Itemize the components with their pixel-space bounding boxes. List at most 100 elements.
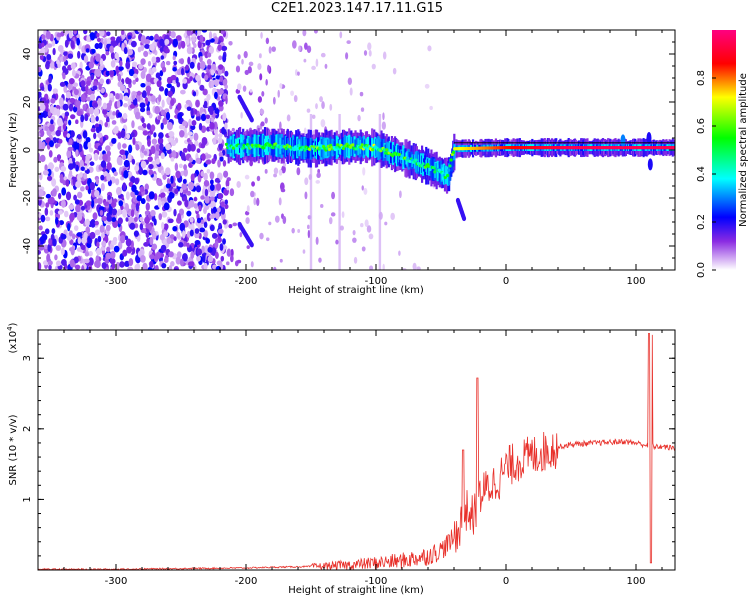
noise-speckle [139, 186, 145, 193]
noise-speckle [59, 81, 66, 87]
noise-speckle [307, 229, 311, 239]
noise-speckle [306, 45, 312, 53]
noise-speckle [200, 153, 206, 161]
noise-speckle [88, 250, 93, 257]
noise-speckle [187, 131, 193, 136]
noise-speckle [231, 127, 235, 132]
noise-speckle [130, 191, 135, 198]
noise-speckle [77, 134, 82, 140]
noise-speckle [199, 34, 204, 43]
noise-speckle [329, 103, 333, 111]
noise-speckle [131, 120, 135, 129]
noise-speckle [205, 39, 211, 46]
noise-speckle [149, 254, 155, 260]
noise-speckle [311, 65, 316, 71]
noise-speckle [218, 64, 224, 70]
noise-speckle [93, 107, 100, 117]
noise-speckle [200, 195, 205, 200]
noise-speckle [180, 58, 185, 65]
noise-speckle [140, 107, 146, 113]
noise-speckle [106, 31, 111, 37]
noise-speckle [76, 232, 83, 237]
noise-speckle [117, 142, 122, 150]
noise-speckle [204, 195, 210, 204]
y-tick-label: 20 [22, 96, 33, 109]
track-core [428, 167, 432, 172]
noise-speckle [185, 99, 192, 105]
noise-speckle [132, 137, 136, 146]
noise-speckle [38, 140, 43, 149]
noise-speckle [106, 162, 112, 171]
noise-speckle [136, 94, 141, 102]
noise-speckle [279, 83, 283, 89]
noise-speckle [313, 30, 318, 34]
noise-speckle [110, 250, 116, 259]
noise-speckle [353, 256, 358, 264]
noise-speckle [97, 235, 102, 243]
noise-speckle [144, 216, 150, 224]
noise-speckle [186, 210, 192, 217]
noise-speckle [318, 257, 322, 263]
noise-speckle [153, 132, 157, 138]
noise-speckle [88, 147, 94, 153]
noise-speckle [218, 100, 224, 107]
noise-speckle [189, 229, 194, 237]
noise-speckle [320, 52, 326, 58]
noise-speckle [217, 88, 224, 95]
noise-speckle [195, 185, 202, 193]
noise-speckle [130, 209, 135, 218]
noise-speckle [127, 171, 133, 178]
noise-speckle [113, 245, 120, 253]
noise-speckle [272, 96, 276, 105]
noise-speckle [102, 108, 108, 115]
noise-speckle [189, 76, 193, 82]
noise-speckle [304, 191, 308, 200]
noise-speckle [44, 207, 49, 216]
noise-speckle [48, 75, 52, 84]
noise-speckle [56, 59, 60, 65]
noise-speckle [123, 47, 128, 55]
noise-speckle [166, 83, 172, 89]
noise-speckle [106, 150, 112, 157]
noise-speckle [185, 64, 190, 71]
page-title: C2E1.2023.147.17.11.G15 [270, 1, 444, 16]
noise-speckle [160, 55, 165, 60]
noise-speckle [80, 166, 85, 172]
noise-speckle [54, 166, 60, 172]
noise-speckle [371, 63, 376, 70]
noise-speckle [80, 244, 86, 251]
noise-speckle [199, 56, 203, 63]
noise-speckle [246, 205, 250, 213]
noise-speckle [63, 210, 69, 218]
noise-speckle [44, 228, 50, 235]
noise-speckle [219, 243, 224, 251]
noise-speckle [205, 154, 212, 159]
noise-speckle [226, 248, 232, 257]
noise-speckle [208, 46, 215, 55]
noise-speckle [189, 61, 195, 69]
track-core [399, 156, 403, 161]
noise-speckle [168, 191, 175, 199]
noise-speckle [201, 245, 205, 254]
noise-speckle [182, 178, 187, 184]
track-core [371, 147, 375, 152]
noise-speckle [60, 247, 65, 256]
noise-speckle [214, 177, 220, 183]
noise-speckle [214, 196, 218, 203]
noise-speckle [146, 110, 151, 116]
noise-speckle [99, 78, 105, 85]
noise-speckle [176, 231, 181, 239]
noise-speckle [212, 206, 217, 213]
noise-speckle [101, 215, 108, 222]
noise-speckle [94, 259, 101, 269]
noise-speckle [56, 108, 61, 117]
noise-speckle [150, 145, 156, 155]
noise-speckle [193, 132, 199, 141]
noise-speckle [214, 240, 219, 249]
noise-speckle [390, 212, 395, 221]
noise-speckle [127, 35, 132, 40]
noise-speckle [135, 77, 139, 83]
noise-speckle [62, 123, 67, 131]
noise-speckle [203, 207, 207, 215]
track-core [449, 158, 453, 162]
